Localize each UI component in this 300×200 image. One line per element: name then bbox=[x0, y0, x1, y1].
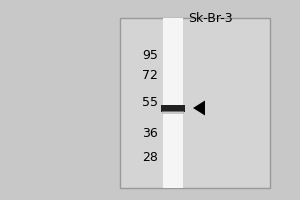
Text: Sk-Br-3: Sk-Br-3 bbox=[188, 12, 232, 25]
Text: 28: 28 bbox=[142, 151, 158, 164]
Text: 36: 36 bbox=[142, 127, 158, 140]
Text: 95: 95 bbox=[142, 49, 158, 62]
Bar bbox=[120, 18, 270, 188]
Polygon shape bbox=[193, 100, 205, 116]
Text: 55: 55 bbox=[142, 97, 158, 110]
Text: 72: 72 bbox=[142, 69, 158, 82]
Bar bbox=[163, 18, 183, 188]
Bar bbox=[161, 105, 185, 112]
Bar bbox=[162, 111, 184, 114]
